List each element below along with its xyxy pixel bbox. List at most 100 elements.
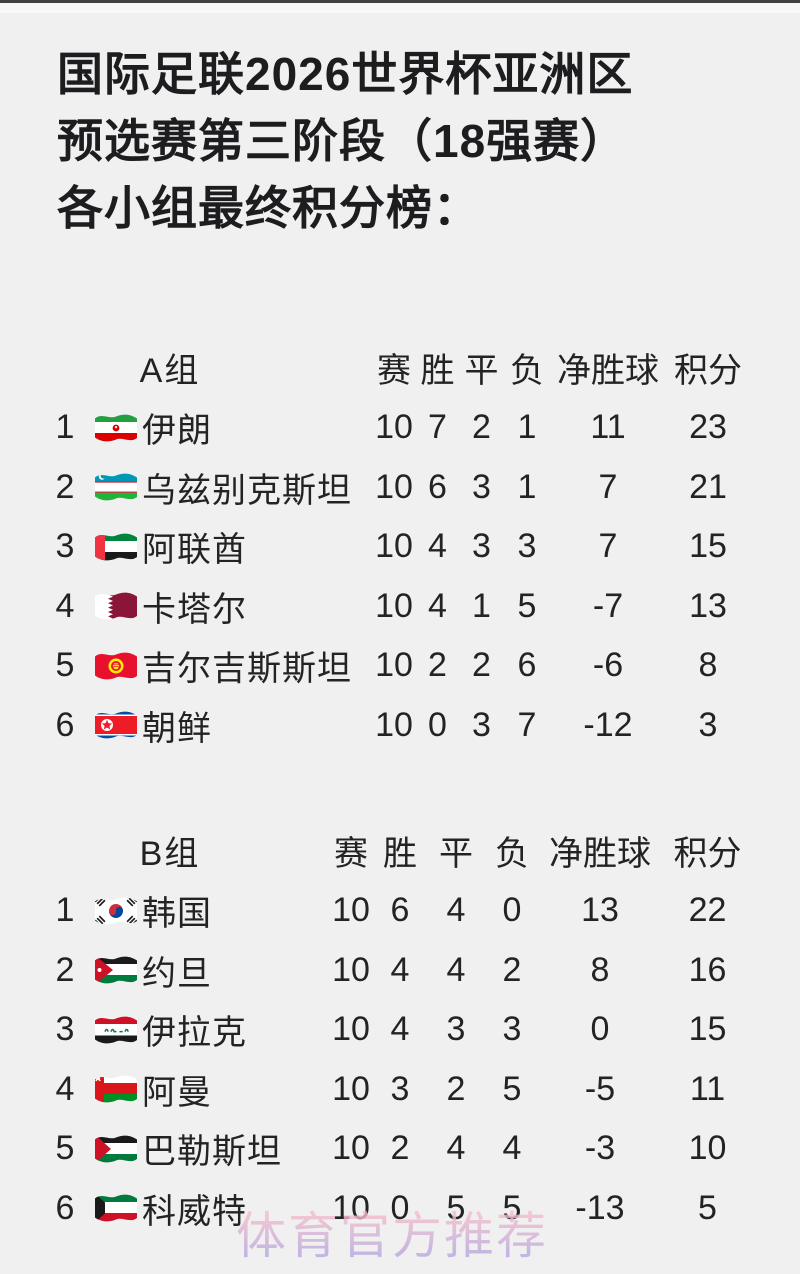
group-b-name: B组 <box>139 834 201 873</box>
rank-number: 4 <box>55 586 75 625</box>
stat-draws: 3 <box>472 527 491 566</box>
stat-points: 3 <box>698 705 718 744</box>
stat-matches: 10 <box>375 408 413 447</box>
stat-losses: 3 <box>502 1010 522 1049</box>
stat-draws: 2 <box>472 408 491 447</box>
stat-wins: 2 <box>390 1129 410 1168</box>
title-line-3: 各小组最终积分榜： <box>57 182 480 234</box>
palestine-flag-icon <box>92 1132 140 1166</box>
uae-flag-icon <box>92 530 140 564</box>
stat-draws: 2 <box>472 646 491 685</box>
stat-points: 10 <box>688 1129 727 1168</box>
stat-losses: 2 <box>502 950 522 989</box>
stat-wins: 4 <box>428 527 447 566</box>
table-row: 3 阿联酋 10 4 3 3 7 15 <box>0 517 800 577</box>
stat-losses: 7 <box>517 705 537 744</box>
team-name: 阿联酋 <box>142 531 247 570</box>
kuwait-flag-icon <box>92 1191 140 1225</box>
stat-points: 23 <box>689 408 727 447</box>
table-row: 2 约旦 10 4 4 2 8 16 <box>0 941 800 1001</box>
rank-number: 3 <box>55 1010 75 1049</box>
north-korea-flag-icon <box>92 708 140 742</box>
table-row: 4 阿曼 10 3 2 5 -5 11 <box>0 1060 800 1120</box>
page-title: 国际足联2026世界杯亚洲区 预选赛第三阶段（18强赛） 各小组最终积分榜： <box>57 41 760 242</box>
stat-matches: 10 <box>375 646 413 685</box>
stat-draws: 2 <box>446 1069 466 1108</box>
rank-number: 6 <box>55 705 75 744</box>
stat-wins: 4 <box>428 586 447 625</box>
stat-matches: 10 <box>332 891 370 930</box>
stat-goal-diff: -3 <box>584 1129 616 1168</box>
col-header-losses: 负 <box>510 351 544 390</box>
stat-goal-diff: 0 <box>590 1010 610 1049</box>
south-korea-flag-icon <box>92 894 140 928</box>
stat-matches: 10 <box>375 467 413 506</box>
stat-draws: 4 <box>446 1129 466 1168</box>
stat-losses: 3 <box>517 527 537 566</box>
stat-points: 21 <box>689 467 727 506</box>
group-a-header-row: A组 赛 胜 平 负 净胜球 积分 <box>0 336 800 398</box>
stat-points: 16 <box>688 950 727 989</box>
team-name: 伊拉克 <box>142 1014 247 1053</box>
title-line-2: 预选赛第三阶段（18强赛） <box>57 115 628 167</box>
stat-draws: 4 <box>446 950 466 989</box>
stat-points: 11 <box>689 1069 726 1108</box>
col-header-goal-diff: 净胜球 <box>557 351 659 390</box>
stat-matches: 10 <box>332 1129 370 1168</box>
table-row: 6 科威特 10 0 5 5 -13 5 <box>0 1179 800 1239</box>
table-row: 3 伊拉克 10 4 3 3 0 15 <box>0 1000 800 1060</box>
stat-matches: 10 <box>332 1010 370 1049</box>
oman-flag-icon <box>92 1072 140 1106</box>
table-row: 4 卡塔尔 10 4 1 5 -7 13 <box>0 577 800 637</box>
group-b-table: B组 赛 胜 平 负 净胜球 积分 1 韩国 10 6 4 0 13 22 2 约旦 10 4 4 2 8 1… <box>0 819 800 1238</box>
col-header-goal-diff: 净胜球 <box>549 834 651 873</box>
col-header-wins: 胜 <box>420 351 455 390</box>
stat-goal-diff: -13 <box>575 1188 625 1227</box>
jordan-flag-icon <box>92 953 140 987</box>
stat-matches: 10 <box>375 586 413 625</box>
stat-losses: 1 <box>517 467 537 506</box>
table-row: 1 韩国 10 6 4 0 13 22 <box>0 881 800 941</box>
rank-number: 1 <box>55 408 75 447</box>
col-header-points: 积分 <box>673 834 742 873</box>
stat-goal-diff: -12 <box>583 705 633 744</box>
group-b-rows: 1 韩国 10 6 4 0 13 22 2 约旦 10 4 4 2 8 16 3 伊拉克 10 4 3 3 0 15 4 阿曼 10… <box>0 881 800 1238</box>
team-name: 乌兹别克斯坦 <box>142 471 352 510</box>
stat-losses: 5 <box>502 1069 522 1108</box>
rank-number: 5 <box>55 1129 75 1168</box>
team-name: 约旦 <box>142 954 212 993</box>
stat-draws: 5 <box>446 1188 466 1227</box>
table-row: 6 朝鲜 10 0 3 7 -12 3 <box>0 696 800 756</box>
rank-number: 1 <box>55 891 75 930</box>
stat-goal-diff: -7 <box>592 586 624 625</box>
team-name: 朝鲜 <box>142 709 212 748</box>
stat-goal-diff: 7 <box>598 527 618 566</box>
stat-points: 15 <box>688 1010 727 1049</box>
col-header-matches: 赛 <box>377 351 411 390</box>
stat-wins: 0 <box>390 1188 410 1227</box>
stat-points: 22 <box>688 891 727 930</box>
stat-wins: 6 <box>390 891 410 930</box>
stat-goal-diff: 7 <box>598 467 618 506</box>
rank-number: 3 <box>55 527 75 566</box>
stat-draws: 4 <box>446 891 466 930</box>
stat-points: 5 <box>698 1188 717 1227</box>
stat-wins: 6 <box>428 467 447 506</box>
stat-losses: 4 <box>502 1129 522 1168</box>
stat-wins: 4 <box>390 950 410 989</box>
stat-goal-diff: 13 <box>581 891 619 930</box>
stat-matches: 10 <box>332 1069 370 1108</box>
qatar-flag-icon <box>92 589 140 623</box>
table-row: 5 巴勒斯坦 10 2 4 4 -3 10 <box>0 1119 800 1179</box>
stat-draws: 3 <box>472 705 491 744</box>
stat-points: 8 <box>698 646 718 685</box>
table-row: 1 伊朗 10 7 2 1 11 23 <box>0 398 800 458</box>
group-a-table: A组 赛 胜 平 负 净胜球 积分 1 伊朗 10 7 2 1 11 23 2 乌兹别克斯坦 10 6… <box>0 336 800 755</box>
col-header-losses: 负 <box>495 834 529 873</box>
group-b-header-row: B组 赛 胜 平 负 净胜球 积分 <box>0 819 800 881</box>
rank-number: 2 <box>55 467 75 506</box>
col-header-matches: 赛 <box>334 834 368 873</box>
stat-goal-diff: 11 <box>590 408 626 447</box>
rank-number: 6 <box>55 1188 75 1227</box>
